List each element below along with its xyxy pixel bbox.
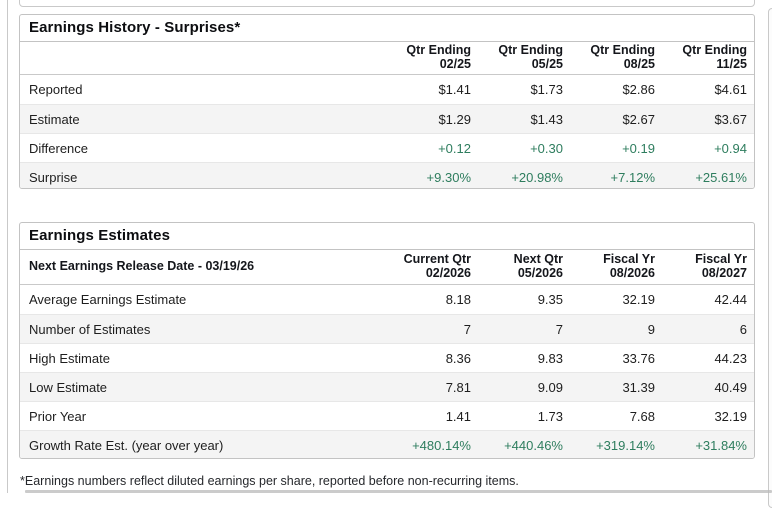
row-label: Number of Estimates	[20, 314, 386, 344]
table-row: Prior Year 1.41 1.73 7.68 32.19	[20, 401, 754, 431]
cell-value: +319.14%	[570, 430, 662, 458]
cell-value: $1.73	[530, 82, 563, 97]
cell-value: 9.35	[537, 292, 563, 307]
table-row: High Estimate 8.36 9.83 33.76 44.23	[20, 343, 754, 373]
cell-value: 32.19	[622, 292, 655, 307]
cell-value: 7	[478, 314, 570, 344]
cell-value: 7.81	[386, 372, 478, 402]
row-label: Growth Rate Est. (year over year)	[20, 430, 386, 458]
row-label: Estimate	[20, 104, 386, 134]
cell-value: +7.12%	[570, 162, 662, 188]
table-row: Reported $1.41 $1.73 $2.86 $4.61	[20, 75, 754, 105]
row-label: Reported	[29, 82, 83, 97]
cell-value: 40.49	[662, 372, 754, 402]
cell-value: $1.41	[438, 82, 471, 97]
cell-value: +0.12	[386, 133, 478, 163]
table-row: Average Earnings Estimate 8.18 9.35 32.19 42…	[20, 285, 754, 315]
cell-value: 42.44	[714, 292, 747, 307]
table-row: Number of Estimates 7 7 9 6	[20, 314, 754, 344]
cell-value: 1.73	[478, 401, 570, 431]
cell-value: 9.09	[478, 372, 570, 402]
earnings-estimates-title: Earnings Estimates	[20, 223, 754, 250]
page-column-divider	[7, 0, 8, 493]
cell-value: +440.46%	[478, 430, 570, 458]
cell-value: 32.19	[662, 401, 754, 431]
table-row: Growth Rate Est. (year over year) +480.14…	[20, 430, 754, 458]
cell-value: 8.18	[445, 292, 471, 307]
cell-value: 7.68	[570, 401, 662, 431]
earnings-history-title: Earnings History - Surprises*	[20, 15, 754, 42]
table-row: Difference +0.12 +0.30 +0.19 +0.94	[20, 133, 754, 163]
column-header: Qtr Ending 05/25	[478, 42, 570, 75]
cell-value: 9	[570, 314, 662, 344]
cell-value: $2.86	[622, 82, 655, 97]
cell-value: $3.67	[662, 104, 754, 134]
row-label: Difference	[20, 133, 386, 163]
cell-value: 7	[386, 314, 478, 344]
column-header: Current Qtr 02/2026	[386, 250, 478, 285]
cell-value: $2.67	[570, 104, 662, 134]
cell-value: 44.23	[662, 343, 754, 373]
previous-panel-edge	[19, 0, 755, 7]
row-label: Surprise	[20, 162, 386, 188]
table-row: Surprise +9.30% +20.98% +7.12% +25.61%	[20, 162, 754, 188]
earnings-footnote: *Earnings numbers reflect diluted earnin…	[20, 474, 519, 488]
cell-value: $1.43	[478, 104, 570, 134]
next-section-cutoff	[25, 490, 772, 493]
cell-value: 31.39	[570, 372, 662, 402]
row-label: Prior Year	[20, 401, 386, 431]
row-header-label: Next Earnings Release Date - 03/19/26	[20, 250, 386, 285]
table-row: Estimate $1.29 $1.43 $2.67 $3.67	[20, 104, 754, 134]
column-header: Qtr Ending 08/25	[570, 42, 662, 75]
cell-value: $1.29	[386, 104, 478, 134]
column-header: Next Qtr 05/2026	[478, 250, 570, 285]
earnings-history-panel: Earnings History - Surprises* Qtr Ending…	[19, 14, 755, 189]
earnings-history-table: Qtr Ending 02/25 Qtr Ending 05/25 Qtr Ending…	[20, 42, 754, 188]
row-header-label	[20, 42, 386, 75]
earnings-estimates-panel: Earnings Estimates Next Earnings Release…	[19, 222, 755, 459]
cell-value: +0.19	[570, 133, 662, 163]
column-header: Fiscal Yr 08/2026	[570, 250, 662, 285]
column-header: Qtr Ending 11/25	[662, 42, 754, 75]
column-header-row: Next Earnings Release Date - 03/19/26 Cur…	[20, 250, 754, 285]
cell-value: +0.94	[662, 133, 754, 163]
column-header-row: Qtr Ending 02/25 Qtr Ending 05/25 Qtr Ending…	[20, 42, 754, 75]
cell-value: +25.61%	[662, 162, 754, 188]
cell-value: +31.84%	[662, 430, 754, 458]
adjacent-panel-edge	[768, 8, 772, 508]
cell-value: $4.61	[714, 82, 747, 97]
table-row: Low Estimate 7.81 9.09 31.39 40.49	[20, 372, 754, 402]
column-header: Fiscal Yr 08/2027	[662, 250, 754, 285]
row-label: Average Earnings Estimate	[29, 292, 187, 307]
cell-value: +20.98%	[478, 162, 570, 188]
column-header: Qtr Ending 02/25	[386, 42, 478, 75]
cell-value: 6	[662, 314, 754, 344]
cell-value: +0.30	[478, 133, 570, 163]
row-label: Low Estimate	[20, 372, 386, 402]
cell-value: +9.30%	[386, 162, 478, 188]
earnings-estimates-table: Next Earnings Release Date - 03/19/26 Cur…	[20, 250, 754, 458]
cell-value: 8.36	[386, 343, 478, 373]
cell-value: 9.83	[478, 343, 570, 373]
cell-value: 33.76	[570, 343, 662, 373]
cell-value: +480.14%	[386, 430, 478, 458]
cell-value: 1.41	[386, 401, 478, 431]
row-label: High Estimate	[20, 343, 386, 373]
